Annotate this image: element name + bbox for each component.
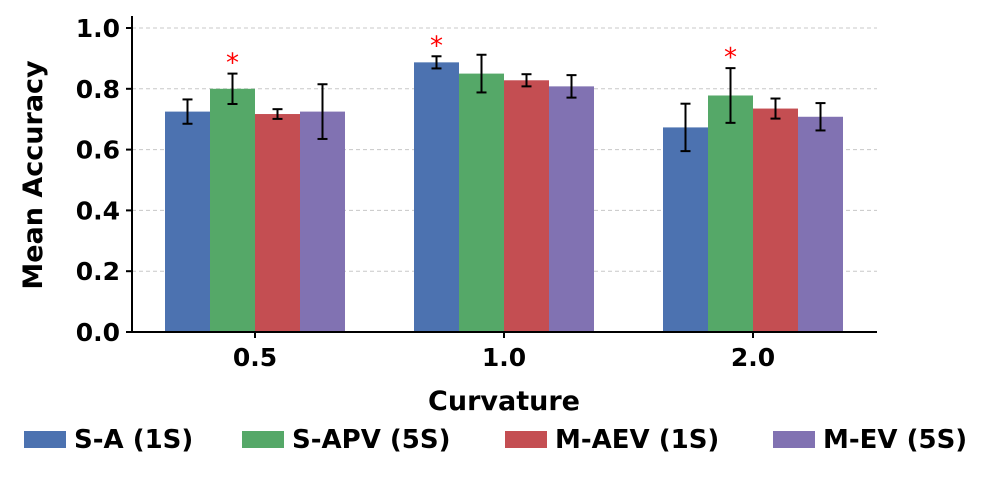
error-bar-m-ev-5s-1-0 (566, 74, 577, 99)
error-bar-m-aev-1s-2-0 (770, 97, 781, 120)
error-bar-m-ev-5s-0-5 (317, 83, 328, 140)
bar-s-a-1s-0-5 (165, 111, 210, 332)
bar-s-apv-5s-1-0 (459, 73, 504, 332)
bar-m-ev-5s-0-5 (300, 111, 345, 332)
error-bar-s-a-1s-0-5 (182, 98, 193, 125)
bar-m-aev-1s-1-0 (504, 80, 549, 333)
x-tick-label: 1.0 (482, 343, 526, 372)
legend-swatch (242, 431, 284, 448)
legend-swatch (505, 431, 547, 448)
error-bars (182, 53, 826, 153)
bars (165, 62, 843, 333)
x-tick-label: 0.5 (233, 343, 277, 372)
bar-m-aev-1s-2-0 (753, 108, 798, 332)
bar-m-ev-5s-1-0 (549, 86, 594, 332)
x-axis-ticks: 0.5 1.0 2.0 (233, 332, 775, 372)
error-bar-s-apv-5s-0-5 (227, 72, 238, 105)
legend-item-s-apv-5s: S-APV (5S) (242, 425, 450, 455)
y-tick-label: 0.4 (76, 196, 120, 225)
error-bar-m-aev-1s-1-0 (521, 73, 532, 88)
legend-label: M-EV (5S) (823, 425, 967, 455)
legend-item-m-ev-5s: M-EV (5S) (773, 425, 967, 455)
significance-markers: * * * (226, 31, 737, 78)
error-bar-m-aev-1s-0-5 (272, 108, 283, 120)
legend-swatch (773, 431, 815, 448)
bar-s-apv-5s-2-0 (708, 95, 753, 332)
y-axis-label: Mean Accuracy (18, 60, 49, 290)
legend-label: S-APV (5S) (292, 425, 450, 455)
legend-swatch (24, 431, 66, 448)
bar-s-apv-5s-0-5 (210, 88, 255, 332)
y-tick-label: 0.2 (76, 257, 120, 286)
legend-item-m-aev-1s: M-AEV (1S) (505, 425, 719, 455)
x-axis-label: Curvature (428, 386, 580, 417)
error-bar-s-apv-5s-1-0 (476, 53, 487, 94)
y-tick-label: 1.0 (76, 14, 120, 43)
y-tick-label: 0.6 (76, 136, 120, 165)
legend: S-A (1S) S-APV (5S) M-AEV (1S) M-EV (5S) (24, 425, 967, 455)
error-bar-s-a-1s-2-0 (680, 102, 691, 153)
bar-s-a-1s-2-0 (663, 127, 708, 333)
legend-label: M-AEV (1S) (555, 425, 719, 455)
bar-m-ev-5s-2-0 (798, 116, 843, 332)
y-tick-label: 0.0 (76, 318, 120, 347)
significance-marker: * (724, 43, 737, 73)
y-axis-ticks: 0.0 0.2 0.4 0.6 0.8 1.0 (76, 14, 132, 347)
significance-marker: * (226, 49, 239, 79)
error-bar-s-apv-5s-2-0 (725, 67, 736, 124)
y-tick-label: 0.8 (76, 75, 120, 104)
error-bar-m-ev-5s-2-0 (815, 102, 826, 132)
x-tick-label: 2.0 (731, 343, 775, 372)
legend-label: S-A (1S) (74, 425, 193, 455)
error-bar-s-a-1s-1-0 (431, 55, 442, 70)
legend-item-s-a-1s: S-A (1S) (24, 425, 193, 455)
bar-s-a-1s-1-0 (414, 62, 459, 333)
significance-marker: * (430, 31, 443, 61)
bar-m-aev-1s-0-5 (255, 114, 300, 332)
